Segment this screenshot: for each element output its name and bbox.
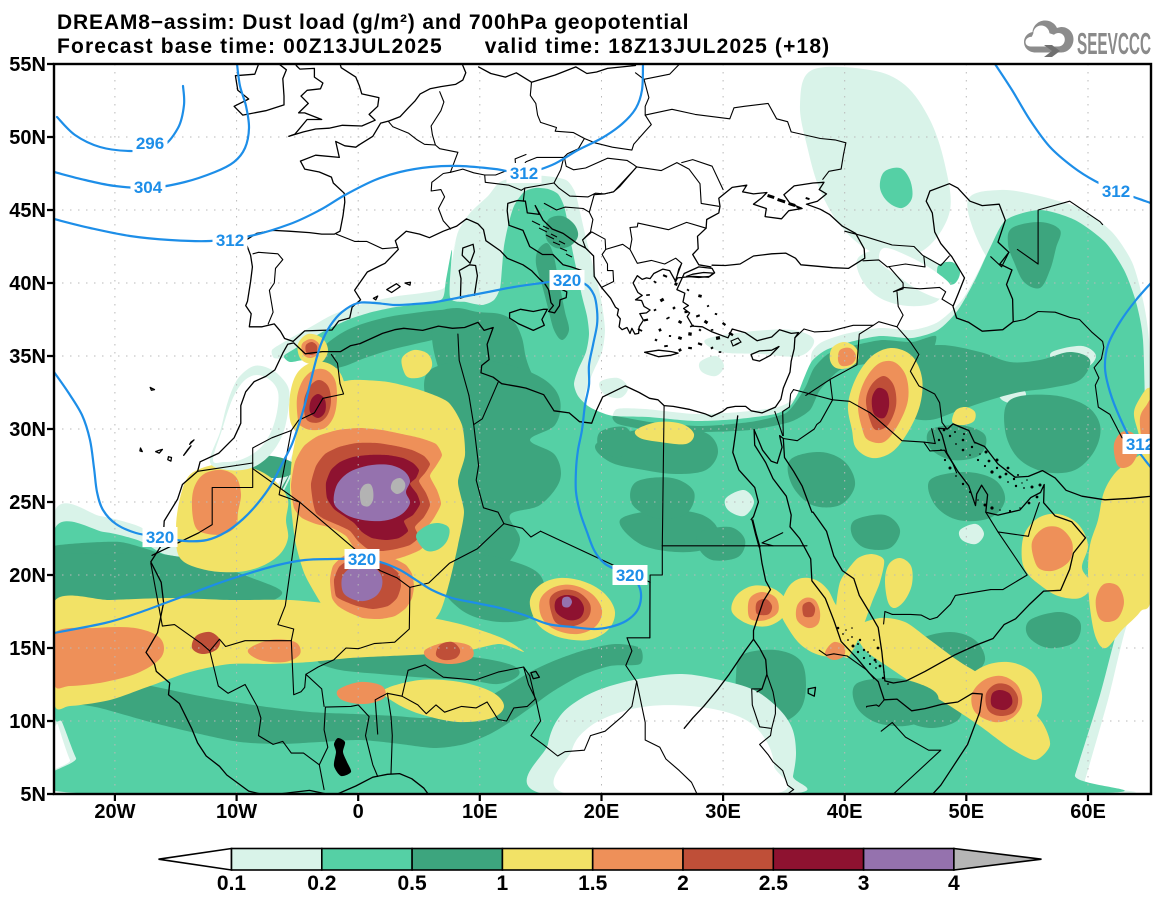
svg-text:304: 304 [134,178,163,197]
svg-text:312: 312 [216,231,244,250]
svg-text:Forecast base time: 00Z13JUL20: Forecast base time: 00Z13JUL2025 valid t… [57,35,830,58]
svg-text:4: 4 [948,872,960,895]
svg-text:30E: 30E [705,801,741,823]
svg-text:55N: 55N [9,54,46,76]
svg-text:45N: 45N [9,200,46,222]
svg-text:312: 312 [1102,182,1130,201]
svg-text:20W: 20W [94,801,135,823]
svg-text:60E: 60E [1070,801,1106,823]
svg-text:30N: 30N [9,419,46,441]
svg-text:0.5: 0.5 [397,872,427,895]
svg-text:3: 3 [858,872,870,895]
svg-text:312: 312 [1126,435,1154,454]
svg-text:5N: 5N [20,784,46,806]
svg-text:1.5: 1.5 [578,872,608,895]
svg-text:50E: 50E [949,801,985,823]
svg-text:2: 2 [677,872,689,895]
svg-text:15N: 15N [9,638,46,660]
svg-text:50N: 50N [9,127,46,149]
svg-text:2.5: 2.5 [759,872,789,895]
svg-text:10N: 10N [9,711,46,733]
svg-text:SEEVCCC: SEEVCCC [1077,26,1151,61]
svg-text:20N: 20N [9,565,46,587]
svg-text:1: 1 [497,872,509,895]
svg-text:320: 320 [553,271,581,290]
svg-text:0.2: 0.2 [307,872,336,895]
svg-text:10E: 10E [462,801,498,823]
svg-text:DREAM8−assim: Dust load (g/m²): DREAM8−assim: Dust load (g/m²) and 700hP… [57,11,689,34]
svg-text:40E: 40E [827,801,863,823]
svg-text:0: 0 [353,801,364,823]
svg-text:20E: 20E [584,801,620,823]
svg-text:320: 320 [348,550,376,569]
svg-text:296: 296 [136,134,164,153]
svg-text:0.1: 0.1 [217,872,247,895]
svg-text:320: 320 [616,566,644,585]
svg-text:312: 312 [510,164,538,183]
svg-text:25N: 25N [9,492,46,514]
svg-text:40N: 40N [9,273,46,295]
svg-text:10W: 10W [216,801,257,823]
svg-text:320: 320 [146,528,174,547]
svg-text:35N: 35N [9,346,46,368]
